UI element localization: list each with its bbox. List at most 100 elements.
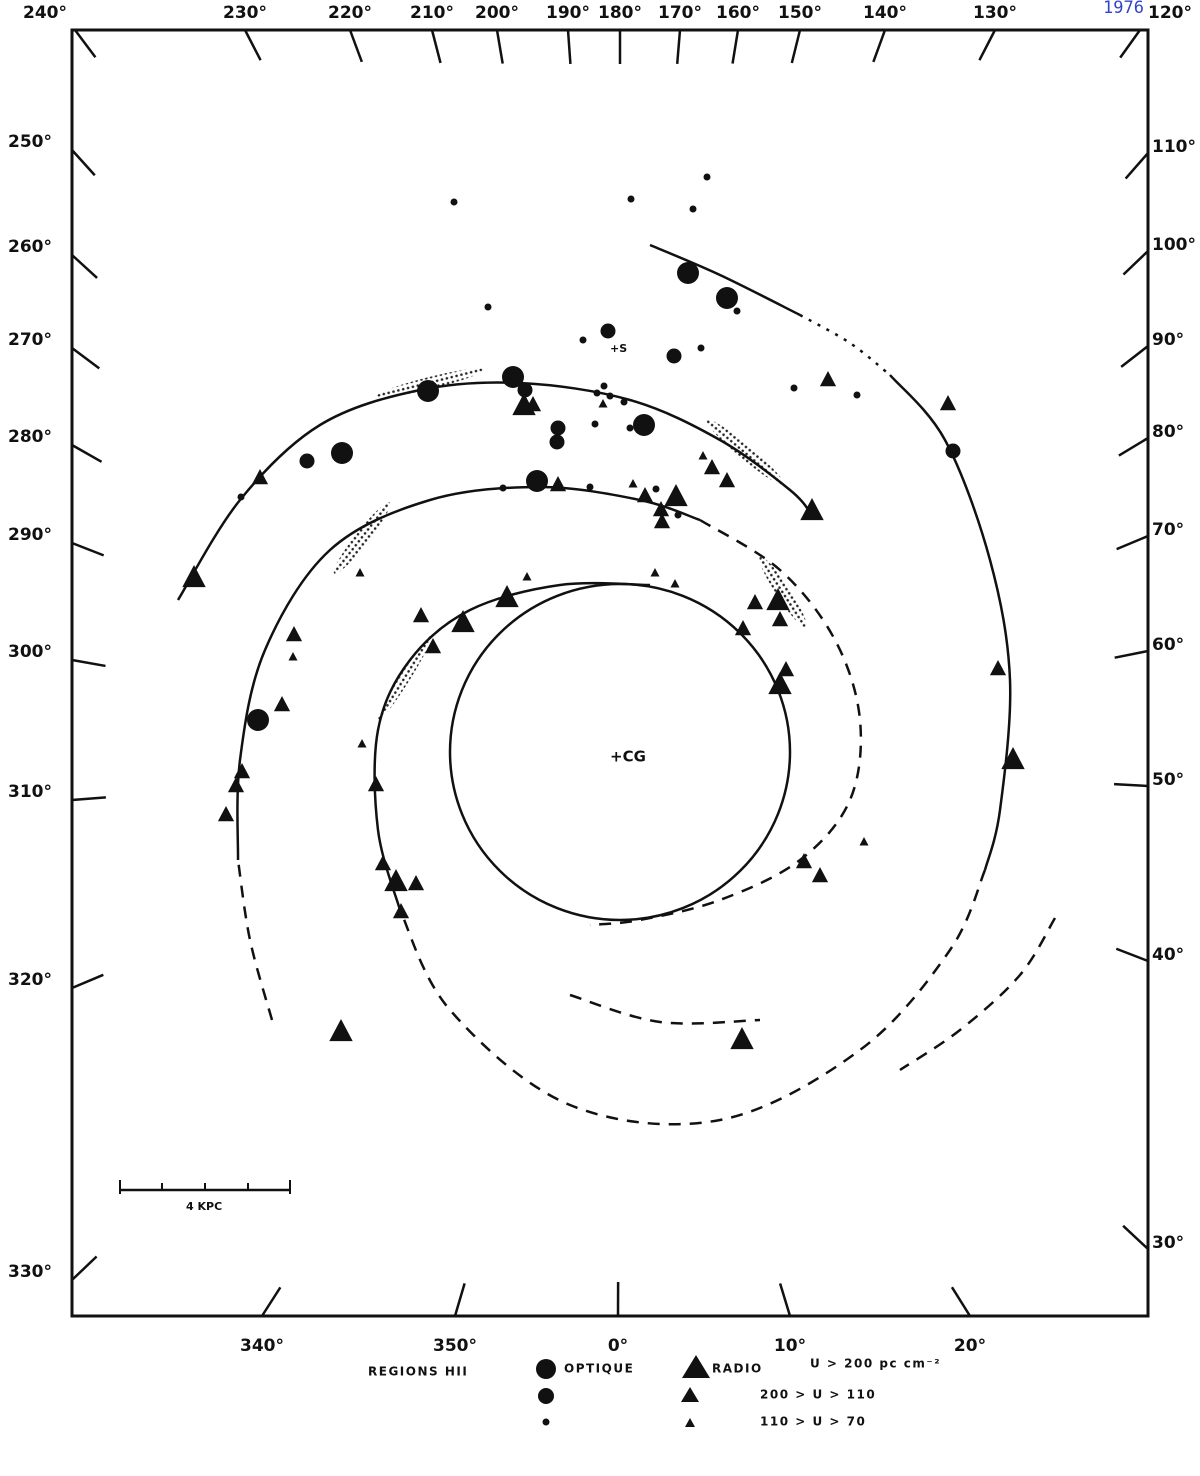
border-tick bbox=[350, 30, 362, 62]
right-label: 60° bbox=[1152, 635, 1184, 655]
radio-region bbox=[408, 875, 424, 890]
radio-region bbox=[990, 660, 1006, 675]
left-label: 300° bbox=[8, 642, 52, 662]
optical-region bbox=[690, 206, 697, 213]
radio-region bbox=[550, 476, 566, 491]
radio-region bbox=[651, 568, 660, 577]
radio-region bbox=[289, 652, 298, 661]
radio-region bbox=[234, 763, 250, 778]
left-label: 270° bbox=[8, 330, 52, 350]
optical-region bbox=[594, 390, 601, 397]
radio-region bbox=[218, 806, 234, 821]
bottom-label: 350° bbox=[433, 1336, 477, 1356]
radio-region bbox=[735, 620, 751, 635]
optical-region bbox=[601, 324, 616, 339]
top-label: 130° bbox=[973, 3, 1017, 23]
optical-region bbox=[587, 484, 594, 491]
border-tick bbox=[432, 30, 441, 63]
radio-region bbox=[664, 484, 687, 506]
optical-region bbox=[601, 383, 608, 390]
border-tick bbox=[72, 975, 103, 988]
top-label: 190° bbox=[546, 3, 590, 23]
bottom-label: 0° bbox=[608, 1336, 628, 1356]
left-label: 250° bbox=[8, 132, 52, 152]
right-label: 110° bbox=[1152, 137, 1196, 157]
border-tick bbox=[979, 30, 995, 60]
border-tick bbox=[262, 1287, 280, 1316]
right-label: 90° bbox=[1152, 330, 1184, 350]
optical-region bbox=[331, 442, 353, 464]
right-label: 100° bbox=[1152, 235, 1196, 255]
radio-region bbox=[286, 626, 302, 641]
border-tick bbox=[72, 150, 95, 175]
border-tick bbox=[75, 30, 95, 57]
radio-region bbox=[413, 607, 429, 622]
left-label: 290° bbox=[8, 525, 52, 545]
legend-circle-large bbox=[536, 1359, 556, 1379]
radio-region bbox=[940, 395, 956, 410]
border-tick bbox=[1123, 251, 1148, 275]
border-tick bbox=[72, 1257, 97, 1280]
legend-radio: RADIO bbox=[712, 1362, 763, 1376]
optical-region bbox=[716, 287, 738, 309]
arm bbox=[800, 315, 890, 375]
radio-region bbox=[358, 739, 367, 748]
center-label: +CG bbox=[610, 748, 646, 766]
top-label: 200° bbox=[475, 3, 519, 23]
arm bbox=[178, 382, 812, 600]
radio-region bbox=[329, 1019, 352, 1041]
border-tick bbox=[1116, 949, 1148, 961]
legend-triangle-small bbox=[685, 1418, 695, 1427]
border-tick bbox=[1121, 346, 1148, 367]
radio-region bbox=[800, 498, 823, 520]
radio-region bbox=[356, 568, 365, 577]
left-label: 320° bbox=[8, 970, 52, 990]
spiral-arms bbox=[178, 245, 1055, 1124]
left-label: 330° bbox=[8, 1262, 52, 1282]
radio-region bbox=[820, 371, 836, 386]
radio-region bbox=[495, 585, 518, 607]
optical-region bbox=[854, 392, 861, 399]
border-tick bbox=[677, 30, 680, 64]
top-label: 240° bbox=[23, 3, 67, 23]
border-tick bbox=[455, 1283, 465, 1316]
radio-region bbox=[393, 903, 409, 918]
radio-region bbox=[730, 1027, 753, 1049]
border-tick bbox=[72, 255, 97, 278]
radio-region bbox=[719, 472, 735, 487]
arm bbox=[375, 583, 650, 910]
border-tick bbox=[1117, 536, 1148, 549]
border-tick bbox=[72, 348, 99, 368]
left-label: 260° bbox=[8, 237, 52, 257]
radio-region bbox=[772, 611, 788, 626]
border-tick bbox=[733, 30, 738, 64]
border-tick bbox=[72, 543, 104, 555]
bottom-label: 340° bbox=[240, 1336, 284, 1356]
optical-region bbox=[551, 421, 566, 436]
optical-region bbox=[550, 435, 565, 450]
radio-region bbox=[375, 855, 391, 870]
optical-region bbox=[607, 393, 614, 400]
border-tick bbox=[497, 30, 503, 64]
border-tick bbox=[1126, 153, 1148, 179]
arm bbox=[900, 918, 1055, 1070]
optical-region bbox=[675, 512, 682, 519]
optical-region bbox=[677, 262, 699, 284]
top-label: 140° bbox=[863, 3, 907, 23]
band bbox=[329, 498, 395, 578]
legend-triangle-large bbox=[682, 1355, 710, 1378]
radio-region bbox=[368, 776, 384, 791]
border-tick bbox=[952, 1287, 970, 1316]
left-label: 280° bbox=[8, 427, 52, 447]
optical-region bbox=[791, 385, 798, 392]
legend-triangle-medium bbox=[681, 1387, 699, 1402]
radio-region bbox=[228, 777, 244, 792]
border-tick bbox=[72, 445, 102, 462]
optical-region bbox=[734, 308, 741, 315]
top-label: 160° bbox=[716, 3, 760, 23]
optical-region bbox=[653, 486, 660, 493]
arm bbox=[590, 520, 861, 925]
legend-optical: OPTIQUE bbox=[564, 1362, 634, 1376]
legend-row: 200 > U > 110 bbox=[760, 1388, 876, 1402]
